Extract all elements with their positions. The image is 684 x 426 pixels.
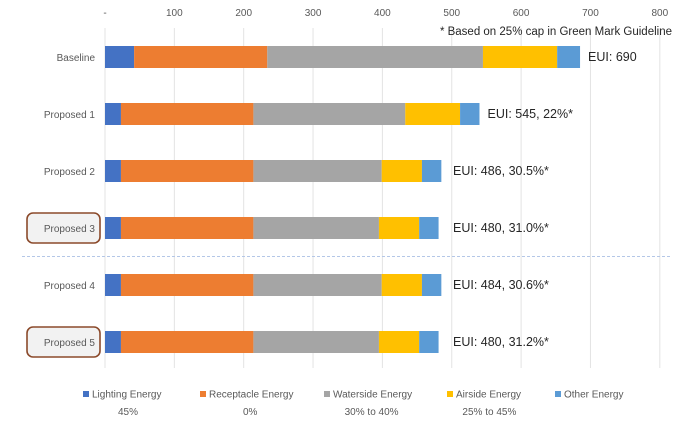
bar-proposed-1-airside-energy [405,103,461,125]
legend-swatch-other-energy [555,391,561,397]
category-label-proposed-3: Proposed 3 [44,224,96,235]
legend-label-waterside-energy: Waterside Energy [333,390,412,401]
x-tick-label: 400 [374,8,391,19]
bar-baseline-lighting-energy [105,46,135,68]
bar-proposed-2-other-energy [421,160,442,182]
bar-proposed-4-airside-energy [381,274,422,296]
legend-swatch-airside-energy [447,391,453,397]
bar-proposed-2-lighting-energy [105,160,121,182]
legend-note-airside-energy: 25% to 45% [462,407,516,418]
legend-note-waterside-energy: 30% to 40% [345,407,399,418]
data-label-proposed-5: EUI: 480, 31.2%* [453,335,549,349]
bar-proposed-3-receptacle-energy [120,217,254,239]
bar-baseline-waterside-energy [267,46,483,68]
data-label-proposed-3: EUI: 480, 31.0%* [453,221,549,235]
x-tick-label: 300 [305,8,322,19]
legend-label-receptacle-energy: Receptacle Energy [209,390,294,401]
category-label-proposed-2: Proposed 2 [44,167,96,178]
bar-proposed-3-lighting-energy [105,217,121,239]
x-tick-label: 700 [582,8,599,19]
legend-label-lighting-energy: Lighting Energy [92,390,162,401]
data-label-proposed-2: EUI: 486, 30.5%* [453,164,549,178]
highlight-box-proposed-3 [26,212,101,244]
bar-baseline-other-energy [557,46,581,68]
bar-proposed-4-receptacle-energy [120,274,254,296]
legend-swatch-lighting-energy [83,391,89,397]
x-tick-label: 800 [651,8,668,19]
data-label-proposed-1: EUI: 545, 22%* [487,107,573,121]
x-tick-label: 100 [166,8,183,19]
bar-proposed-3-airside-energy [378,217,420,239]
category-label-proposed-5: Proposed 5 [44,338,96,349]
bar-proposed-3-other-energy [419,217,439,239]
legend-note-lighting-energy: 45% [118,407,138,418]
data-label-baseline: EUI: 690 [588,50,637,64]
bar-proposed-4-lighting-energy [105,274,121,296]
bar-proposed-1-lighting-energy [105,103,121,125]
bar-proposed-2-receptacle-energy [120,160,254,182]
legend-swatch-receptacle-energy [200,391,206,397]
data-label-proposed-4: EUI: 484, 30.6%* [453,278,549,292]
bar-proposed-5-lighting-energy [105,331,121,353]
bar-proposed-2-airside-energy [381,160,422,182]
bar-proposed-1-waterside-energy [253,103,406,125]
legend-swatch-waterside-energy [324,391,330,397]
x-tick-label: 600 [513,8,530,19]
bar-proposed-5-receptacle-energy [120,331,254,353]
bar-proposed-5-airside-energy [378,331,420,353]
bar-proposed-1-other-energy [460,103,480,125]
category-label-baseline: Baseline [57,53,96,64]
x-tick-label: - [103,8,106,19]
bar-proposed-5-other-energy [419,331,439,353]
category-label-proposed-1: Proposed 1 [44,110,96,121]
x-tick-label: 200 [235,8,252,19]
legend-label-other-energy: Other Energy [564,390,623,401]
bar-proposed-1-receptacle-energy [120,103,254,125]
legend-label-airside-energy: Airside Energy [456,390,521,401]
bar-proposed-3-waterside-energy [253,217,379,239]
bar-proposed-4-other-energy [421,274,442,296]
bar-baseline-airside-energy [482,46,558,68]
bar-proposed-4-waterside-energy [253,274,382,296]
bar-proposed-5-waterside-energy [253,331,379,353]
highlight-box-proposed-5 [26,326,101,358]
bar-proposed-2-waterside-energy [253,160,382,182]
bar-baseline-receptacle-energy [134,46,268,68]
category-label-proposed-4: Proposed 4 [44,281,96,292]
legend-note-receptacle-energy: 0% [243,407,258,418]
x-tick-label: 500 [443,8,460,19]
footnote: * Based on 25% cap in Green Mark Guideli… [440,26,672,38]
